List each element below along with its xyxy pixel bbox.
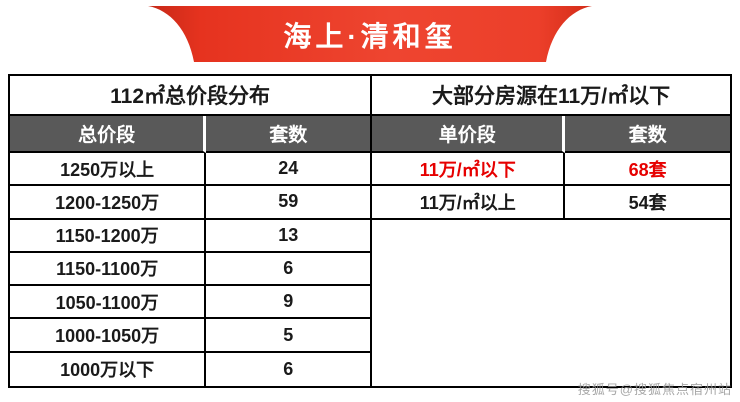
table-row-range: 1000-1050万: [10, 319, 207, 353]
right-section-title: 大部分房源在11万/㎡以下: [372, 76, 730, 116]
table-row-count: 13: [206, 220, 371, 253]
unit-price-section: 大部分房源在11万/㎡以下 单价段 套数 11万/㎡以下 68套 11万/㎡以上…: [372, 76, 730, 386]
left-section-title: 112㎡总价段分布: [10, 76, 371, 116]
table-row-count: 6: [206, 253, 371, 287]
table-row-range: 1250万以上: [10, 153, 207, 187]
table-row-range: 1050-1100万: [10, 286, 207, 320]
table-row-count: 5: [206, 319, 371, 353]
page-title: 海上·清和玺: [283, 21, 457, 52]
table-row-count: 54套: [565, 186, 730, 220]
watermark-text: 搜狐号@搜狐焦点宿州站: [577, 382, 732, 397]
right-col-header-range: 单价段: [372, 116, 566, 153]
title-banner: 海上·清和玺: [0, 0, 740, 72]
price-distribution-table: 112㎡总价段分布 总价段 套数 1250万以上 24 1200-1250万 5…: [8, 74, 732, 388]
left-col-header-range: 总价段: [10, 116, 207, 153]
table-row-range: 1200-1250万: [10, 186, 207, 220]
total-price-section: 112㎡总价段分布 总价段 套数 1250万以上 24 1200-1250万 5…: [10, 76, 373, 386]
ribbon-shape: [148, 6, 592, 62]
table-row-range: 1000万以下: [10, 352, 207, 386]
table-row-range: 11万/㎡以上: [372, 186, 566, 220]
right-col-header-count: 套数: [565, 116, 730, 153]
table-row-count: 24: [206, 153, 371, 187]
table-row-range: 1150-1100万: [10, 252, 207, 287]
table-row-range: 1150-1200万: [10, 219, 207, 253]
table-row-count: 9: [206, 286, 371, 320]
table-row-count: 6: [283, 358, 294, 379]
left-col-header-count: 套数: [206, 116, 371, 153]
table-row-count: 68套: [565, 153, 730, 187]
table-row-range: 11万/㎡以下: [372, 153, 566, 187]
table-row-count: 59: [206, 186, 371, 220]
